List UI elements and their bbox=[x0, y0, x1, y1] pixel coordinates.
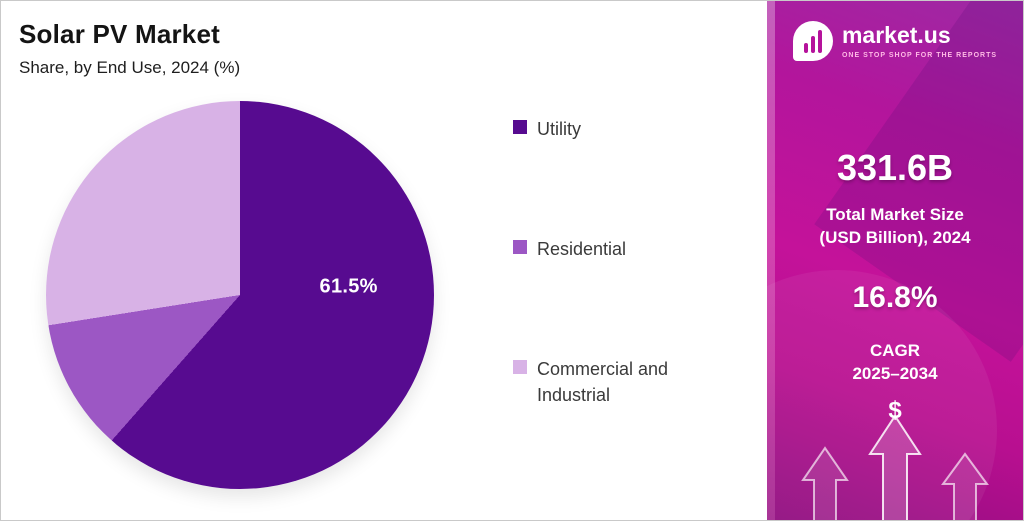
chart-title: Solar PV Market bbox=[19, 19, 220, 49]
legend-item-commercial-and-industrial[interactable]: Commercial and Industrial bbox=[513, 356, 677, 408]
market-size-value: 331.6B bbox=[836, 147, 954, 188]
legend-item-residential[interactable]: Residential bbox=[513, 236, 677, 262]
brand-sidebar: market.us ONE STOP SHOP FOR THE REPORTS … bbox=[767, 1, 1023, 520]
legend-label: Commercial and Industrial bbox=[537, 358, 669, 405]
legend-swatch bbox=[513, 239, 527, 254]
legend: Utility Residential Commercial and Industr… bbox=[513, 116, 677, 408]
dollar-icon: $ bbox=[888, 397, 902, 424]
brand-name: market.us bbox=[841, 21, 951, 48]
market-size-label-line1: Total Market Size bbox=[826, 205, 964, 224]
pie-data-label: 61.5% bbox=[319, 275, 378, 298]
market-size-label: Total Market Size (USD Billion), 2024 bbox=[767, 203, 1023, 249]
growth-arrows-icon bbox=[801, 414, 989, 520]
cagr-value: 16.8% bbox=[852, 281, 938, 314]
sidebar-decor-edge bbox=[767, 1, 775, 520]
legend-swatch bbox=[513, 120, 527, 134]
brand-logo[interactable]: market.us ONE STOP SHOP FOR THE REPORTS bbox=[767, 21, 1023, 61]
pie-chart[interactable]: 61.5% bbox=[46, 101, 434, 489]
legend-item-utility[interactable]: Utility bbox=[513, 116, 677, 142]
legend-label: Utility bbox=[537, 119, 581, 139]
legend-label: Residential bbox=[537, 238, 627, 259]
cagr-label-line1: CAGR bbox=[869, 341, 921, 360]
cagr-label: CAGR 2025–2034 bbox=[767, 339, 1023, 385]
market-size-label-line2: (USD Billion), 2024 bbox=[819, 228, 971, 247]
chart-subtitle: Share, by End Use, 2024 (%) bbox=[19, 58, 241, 77]
legend-swatch bbox=[513, 359, 527, 374]
cagr-label-line2: 2025–2034 bbox=[852, 364, 938, 383]
chart-panel: Solar PV Market Share, by End Use, 2024 … bbox=[1, 1, 767, 520]
brand-tagline: ONE STOP SHOP FOR THE REPORTS bbox=[841, 51, 998, 59]
marketus-logo-icon bbox=[792, 21, 833, 61]
